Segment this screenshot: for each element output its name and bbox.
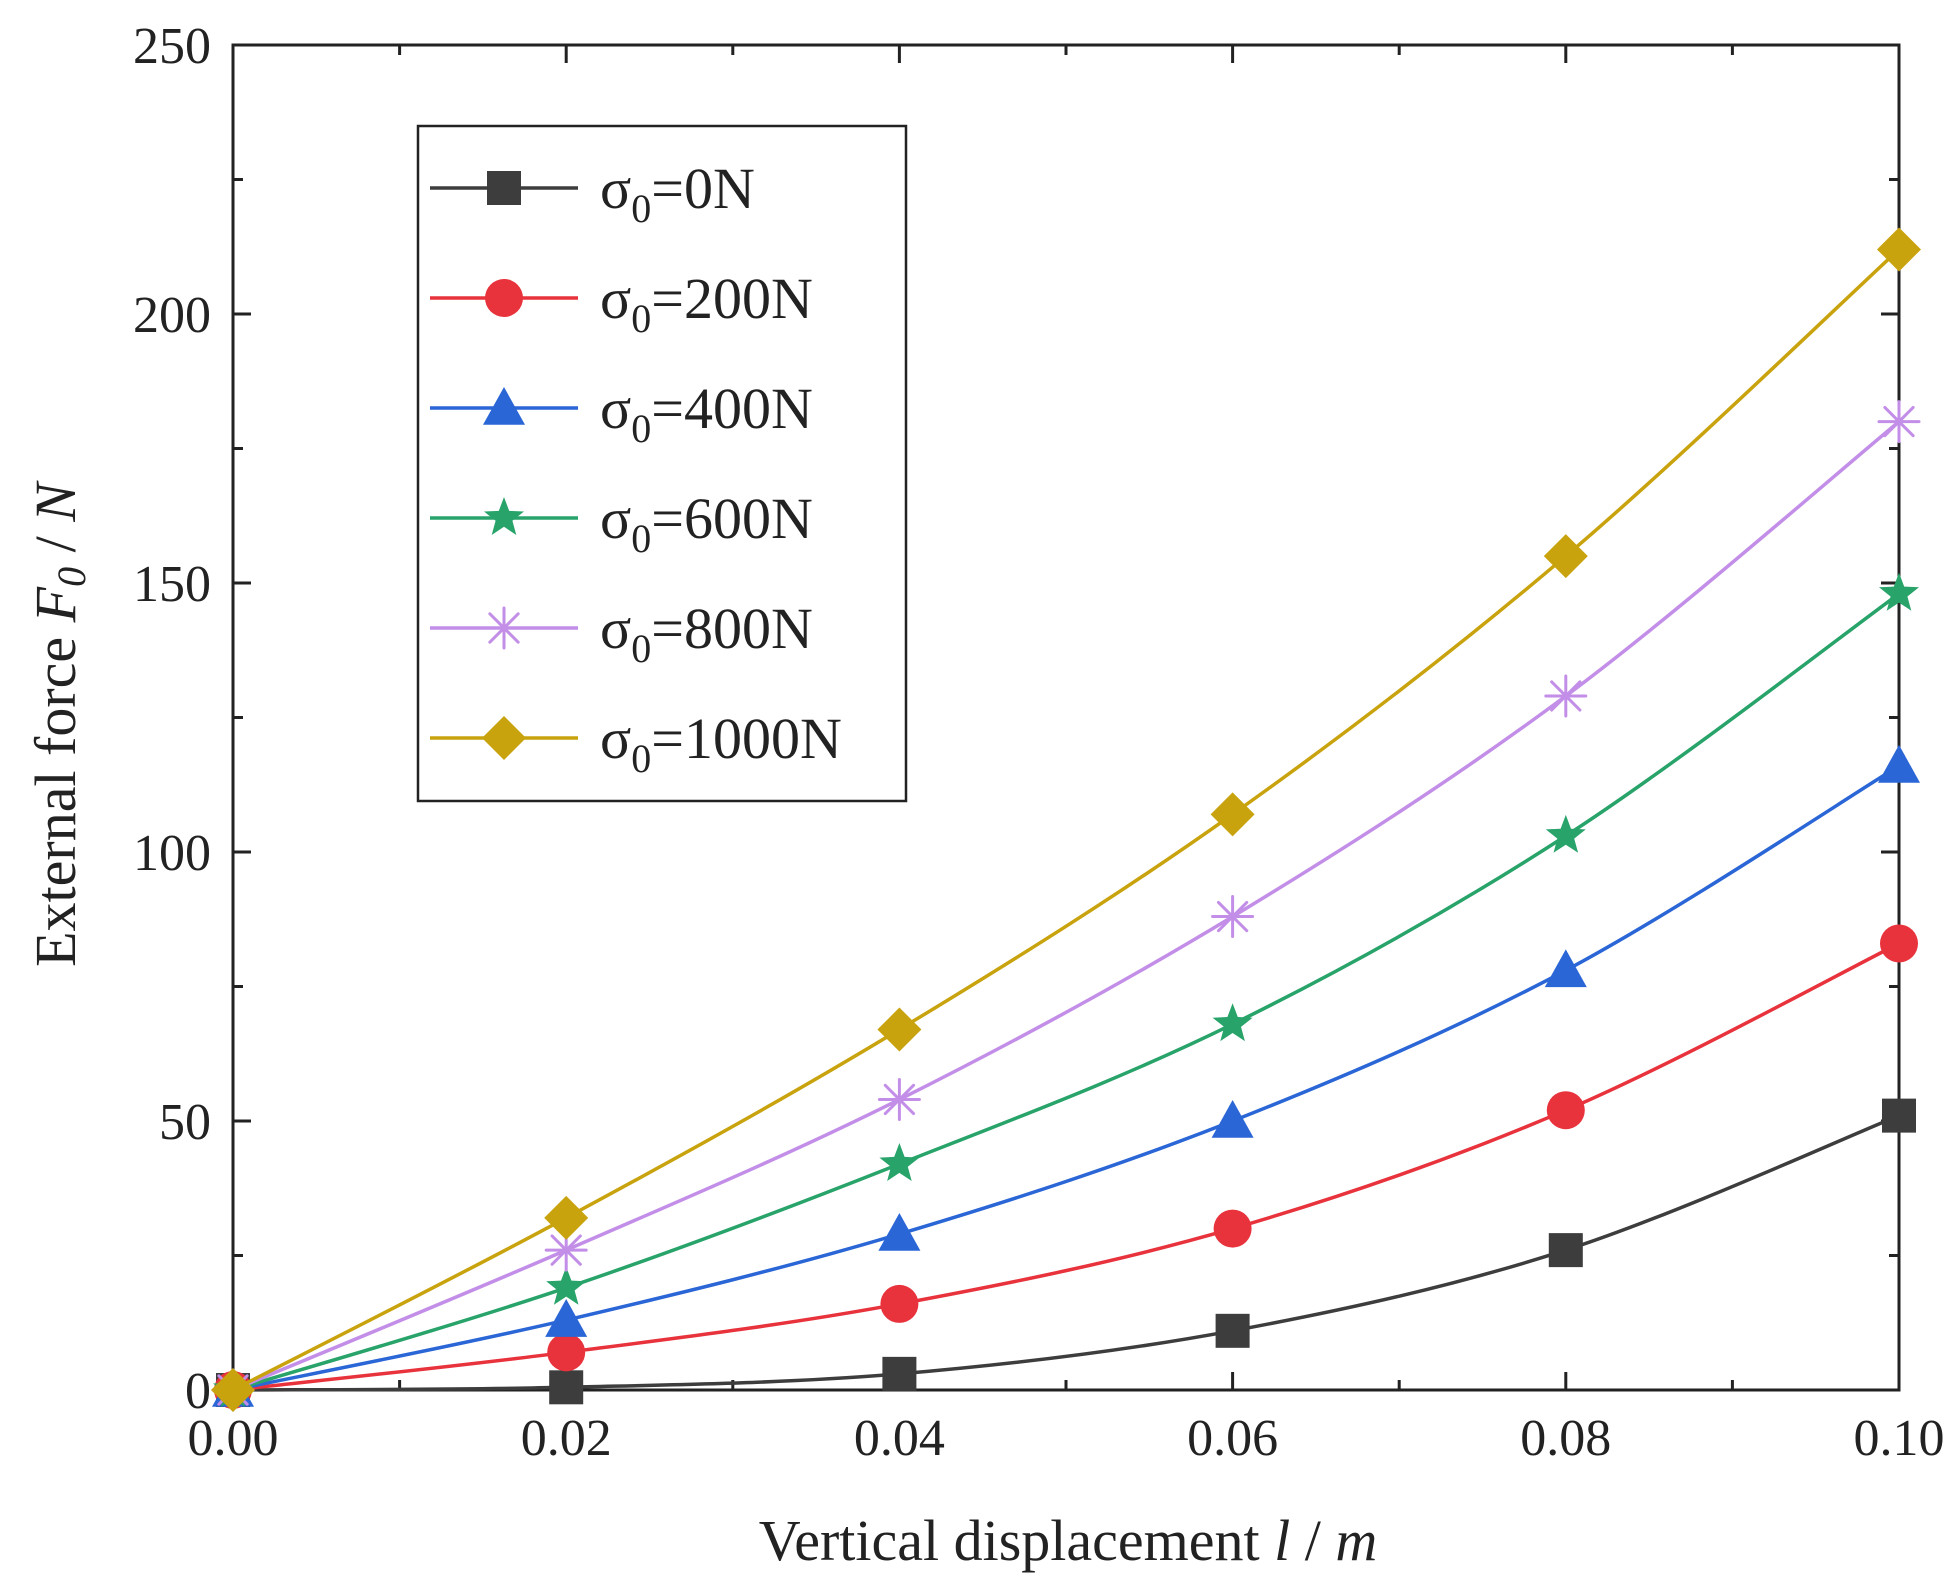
legend-entry: σ0=800N xyxy=(430,596,813,671)
series-line xyxy=(232,592,1901,1392)
asterisk-stroke xyxy=(1550,680,1582,712)
legend-label: σ0=600N xyxy=(600,486,813,561)
series-line xyxy=(232,764,1900,1392)
legend-marker xyxy=(482,716,526,760)
legend-marker xyxy=(485,279,523,317)
legend-marker xyxy=(483,387,525,425)
data-point xyxy=(1545,814,1586,853)
data-point xyxy=(1879,572,1919,611)
data-point xyxy=(1211,1100,1254,1138)
data-point xyxy=(544,1228,588,1272)
series-line xyxy=(232,1113,1900,1392)
asterisk-stroke xyxy=(1883,405,1915,438)
y-axis-variable-subscript: 0 xyxy=(49,567,94,587)
series-1 xyxy=(214,924,1918,1409)
legend: σ0=0N σ0=200N σ0=400N σ0=600N σ0=800N σ0=1000… xyxy=(416,124,908,803)
data-point xyxy=(882,1356,917,1391)
asterisk-stroke xyxy=(550,1234,582,1266)
legend-marker xyxy=(482,606,526,650)
legend-entry: σ0=1000N xyxy=(430,706,842,781)
legend-label: σ0=400N xyxy=(600,376,813,451)
x-axis: 0.00 0.02 0.04 0.06 0.08 0.10 xyxy=(188,45,1945,1467)
data-point xyxy=(1546,1091,1585,1130)
series-4 xyxy=(211,400,1921,1412)
data-point xyxy=(1878,744,1920,783)
series-5 xyxy=(211,227,1921,1412)
data-point xyxy=(877,1077,921,1121)
data-point xyxy=(877,1007,922,1052)
legend-label: σ0=200N xyxy=(600,266,813,341)
data-point xyxy=(880,1284,919,1323)
y-tick-label: 50 xyxy=(159,1094,211,1151)
x-axis-title: Vertical displacement l / m xyxy=(759,1508,1378,1573)
legend-box xyxy=(416,124,908,803)
legend-label: σ0=800N xyxy=(600,596,813,671)
legend-label: σ0=1000N xyxy=(600,706,842,781)
y-axis: 0 50 100 150 200 250 xyxy=(133,18,1899,1420)
data-point xyxy=(545,1299,588,1337)
data-point xyxy=(549,1370,584,1405)
data-point xyxy=(211,1368,255,1412)
x-tick-label: 0.06 xyxy=(1187,1410,1278,1467)
data-point xyxy=(1544,949,1587,988)
y-axis-title: External force F0 / N xyxy=(23,480,94,967)
y-tick-label: 250 xyxy=(133,18,211,75)
data-point xyxy=(1215,1313,1250,1348)
series-layer xyxy=(211,227,1921,1412)
data-point xyxy=(878,1212,921,1251)
data-point xyxy=(1877,400,1921,444)
series-0 xyxy=(216,1098,1916,1407)
y-tick-label: 0 xyxy=(185,1363,211,1420)
legend-marker xyxy=(487,171,521,205)
data-point xyxy=(1210,792,1255,837)
legend-entry: σ0=400N xyxy=(430,376,813,451)
data-point xyxy=(546,1266,587,1305)
series-line xyxy=(232,420,1901,1392)
y-axis-variable: F xyxy=(23,586,88,623)
x-tick-label: 0.10 xyxy=(1854,1410,1945,1467)
x-axis-unit: m xyxy=(1335,1508,1377,1573)
data-point xyxy=(544,1195,589,1240)
data-point xyxy=(879,1143,920,1181)
y-tick-label: 100 xyxy=(133,825,211,882)
y-tick-label: 150 xyxy=(133,556,211,613)
x-axis-variable: l xyxy=(1274,1508,1290,1573)
x-tick-label: 0.02 xyxy=(521,1410,612,1467)
series-line xyxy=(232,248,1901,1392)
data-point xyxy=(547,1333,586,1372)
y-axis-label: External force xyxy=(23,637,88,967)
x-axis-label: Vertical displacement xyxy=(759,1508,1260,1573)
data-point xyxy=(1213,1209,1252,1248)
asterisk-stroke xyxy=(1216,900,1249,933)
data-point xyxy=(1548,1233,1583,1268)
x-tick-label: 0.08 xyxy=(1520,1410,1611,1467)
y-tick-label: 200 xyxy=(133,287,211,344)
asterisk-stroke xyxy=(883,1083,916,1116)
asterisk-stroke xyxy=(488,612,520,644)
y-axis-unit: N xyxy=(23,480,88,523)
series-line xyxy=(232,941,1900,1392)
data-point xyxy=(1211,895,1255,939)
legend-marker xyxy=(484,497,524,535)
legend-entry: σ0=0N xyxy=(430,156,755,231)
data-point xyxy=(1877,227,1921,272)
data-point xyxy=(1212,1003,1253,1042)
data-point xyxy=(1882,1098,1916,1133)
x-tick-label: 0.00 xyxy=(188,1410,279,1467)
data-point xyxy=(1544,674,1588,718)
legend-entry: σ0=200N xyxy=(430,266,813,341)
data-point xyxy=(1880,924,1918,963)
legend-entry: σ0=600N xyxy=(430,486,813,561)
legend-label: σ0=0N xyxy=(600,156,755,231)
data-point xyxy=(1543,534,1588,579)
series-2 xyxy=(212,744,1920,1407)
x-tick-label: 0.04 xyxy=(854,1410,945,1467)
